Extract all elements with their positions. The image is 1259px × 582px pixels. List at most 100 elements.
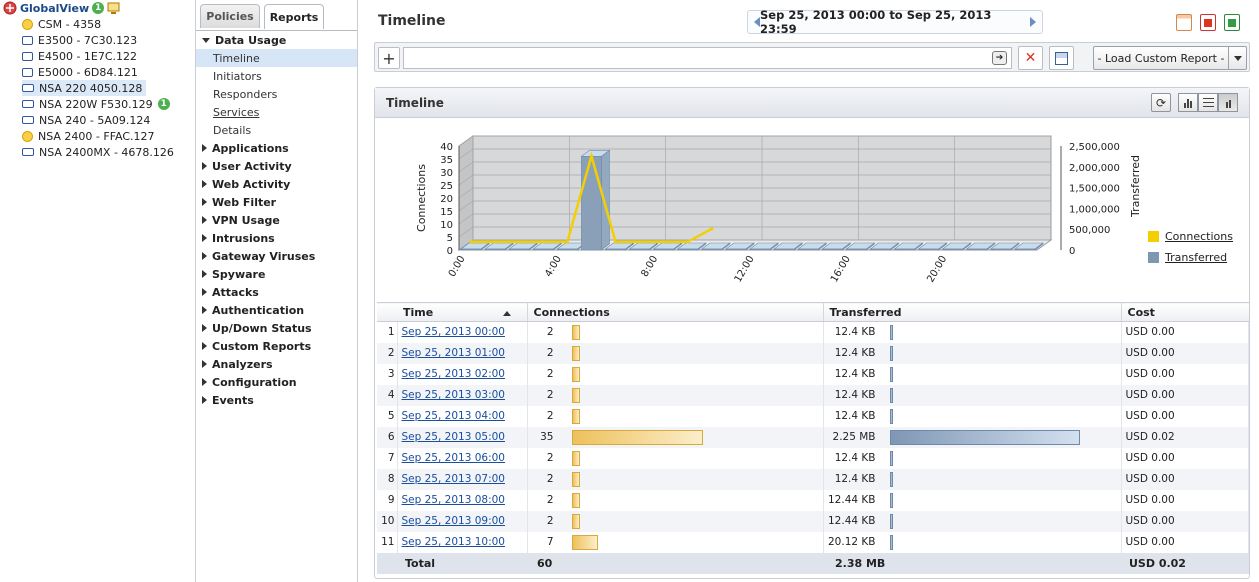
nav-group-configuration[interactable]: Configuration (196, 373, 357, 391)
nav-item-services[interactable]: Services (196, 103, 357, 121)
table-row[interactable]: 6 Sep 25, 2013 05:00 35 2.25 MB USD 0.02 (377, 426, 1249, 448)
nav-group-vpn-usage[interactable]: VPN Usage (196, 211, 357, 229)
refresh-button[interactable]: ⟳ (1151, 93, 1171, 112)
report-settings-icon[interactable] (1176, 14, 1192, 31)
excel-export-icon[interactable] (1224, 14, 1240, 31)
connections-cell: 2 (527, 342, 824, 364)
tree-item-device[interactable]: E3500 - 7C30.123 (22, 32, 141, 48)
nav-item-responders[interactable]: Responders (196, 85, 357, 103)
tree-item-device[interactable]: NSA 2400MX - 4678.126 (22, 144, 178, 160)
time-cell[interactable]: Sep 25, 2013 10:00 (397, 531, 528, 553)
time-link[interactable]: Sep 25, 2013 09:00 (401, 515, 505, 527)
tree-item-device[interactable]: CSM - 4358 (22, 16, 105, 32)
alert-badge-icon[interactable]: 1 (92, 2, 105, 14)
save-report-button[interactable] (1049, 46, 1074, 70)
collapsed-triangle-icon (202, 252, 207, 260)
time-cell[interactable]: Sep 25, 2013 09:00 (397, 510, 528, 532)
table-row[interactable]: 10 Sep 25, 2013 09:00 2 12.44 KB USD 0.00 (377, 510, 1249, 532)
time-cell[interactable]: Sep 25, 2013 06:00 (397, 447, 528, 469)
nav-group-spyware[interactable]: Spyware (196, 265, 357, 283)
load-custom-report-select[interactable]: - Load Custom Report - (1093, 46, 1247, 70)
time-link[interactable]: Sep 25, 2013 05:00 (401, 431, 505, 443)
table-row[interactable]: 2 Sep 25, 2013 01:00 2 12.4 KB USD 0.00 (377, 342, 1249, 364)
filter-input[interactable] (403, 47, 1012, 69)
nav-group-user-activity[interactable]: User Activity (196, 157, 357, 175)
nav-group-applications[interactable]: Applications (196, 139, 357, 157)
time-link[interactable]: Sep 25, 2013 03:00 (401, 389, 505, 401)
date-range-selector[interactable]: Sep 25, 2013 00:00 to Sep 25, 2013 23:59 (747, 8, 1043, 36)
nav-group-data-usage[interactable]: Data Usage (196, 31, 357, 49)
chart-view-icon[interactable] (1178, 93, 1198, 112)
table-row[interactable]: 7 Sep 25, 2013 06:00 2 12.4 KB USD 0.00 (377, 447, 1249, 469)
time-column-header[interactable]: Time (397, 302, 528, 322)
legend-transferred[interactable]: Transferred (1148, 247, 1233, 268)
time-link[interactable]: Sep 25, 2013 07:00 (401, 473, 505, 485)
time-link[interactable]: Sep 25, 2013 01:00 (401, 347, 505, 359)
date-range-text[interactable]: Sep 25, 2013 00:00 to Sep 25, 2013 23:59 (760, 8, 992, 36)
nav-group-authentication[interactable]: Authentication (196, 301, 357, 319)
next-period-icon[interactable] (1030, 17, 1036, 27)
time-cell[interactable]: Sep 25, 2013 03:00 (397, 384, 528, 406)
time-link[interactable]: Sep 25, 2013 02:00 (401, 368, 505, 380)
tree-item-device[interactable]: NSA 220 4050.128 (22, 80, 147, 96)
alert-badge-icon[interactable]: 1 (157, 98, 170, 110)
time-cell[interactable]: Sep 25, 2013 02:00 (397, 363, 528, 385)
table-row[interactable]: 5 Sep 25, 2013 04:00 2 12.4 KB USD 0.00 (377, 405, 1249, 427)
nav-group-analyzers[interactable]: Analyzers (196, 355, 357, 373)
time-cell[interactable]: Sep 25, 2013 07:00 (397, 468, 528, 490)
table-view-icon[interactable] (1198, 93, 1218, 112)
time-link[interactable]: Sep 25, 2013 04:00 (401, 410, 505, 422)
tree-item-device[interactable]: E5000 - 6D84.121 (22, 64, 142, 80)
clear-filter-button[interactable]: ✕ (1018, 46, 1043, 70)
time-link[interactable]: Sep 25, 2013 08:00 (401, 494, 505, 506)
tab-policies[interactable]: Policies (200, 4, 260, 28)
table-row[interactable]: 4 Sep 25, 2013 03:00 2 12.4 KB USD 0.00 (377, 384, 1249, 406)
table-row[interactable]: 9 Sep 25, 2013 08:00 2 12.44 KB USD 0.00 (377, 489, 1249, 511)
tree-item-device[interactable]: NSA 240 - 5A09.124 (22, 112, 154, 128)
pdf-export-icon[interactable] (1200, 14, 1216, 31)
tree-item-label: NSA 2400 - FFAC.127 (38, 129, 155, 143)
nav-item-initiators[interactable]: Initiators (196, 67, 357, 85)
table-row[interactable]: 8 Sep 25, 2013 07:00 2 12.4 KB USD 0.00 (377, 468, 1249, 490)
legend-connections[interactable]: Connections (1148, 226, 1233, 247)
tab-reports[interactable]: Reports (264, 4, 324, 29)
nav-group-gateway-viruses[interactable]: Gateway Viruses (196, 247, 357, 265)
collapsed-triangle-icon (202, 324, 207, 332)
tree-item-device[interactable]: NSA 220W F530.129 1 (22, 96, 174, 112)
time-cell[interactable]: Sep 25, 2013 04:00 (397, 405, 528, 427)
nav-group-attacks[interactable]: Attacks (196, 283, 357, 301)
row-index: 1 (377, 321, 398, 343)
collapsed-triangle-icon (202, 216, 207, 224)
tree-item-device[interactable]: E4500 - 1E7C.122 (22, 48, 141, 64)
time-link[interactable]: Sep 25, 2013 06:00 (401, 452, 505, 464)
nav-group-web-filter[interactable]: Web Filter (196, 193, 357, 211)
apply-filter-icon[interactable]: ➔ (992, 51, 1007, 65)
previous-period-icon[interactable] (754, 17, 760, 27)
nav-group-custom-reports[interactable]: Custom Reports (196, 337, 357, 355)
cost-column-header[interactable]: Cost (1121, 302, 1249, 322)
connections-column-header[interactable]: Connections (527, 302, 824, 322)
chart-table-view-icon[interactable] (1218, 93, 1238, 112)
time-cell[interactable]: Sep 25, 2013 01:00 (397, 342, 528, 364)
nav-group-web-activity[interactable]: Web Activity (196, 175, 357, 193)
time-cell[interactable]: Sep 25, 2013 00:00 (397, 321, 528, 343)
time-link[interactable]: Sep 25, 2013 10:00 (401, 536, 505, 548)
nav-group-intrusions[interactable]: Intrusions (196, 229, 357, 247)
total-label: Total (397, 552, 527, 574)
tree-root-globalview[interactable]: GlobalView 1 (3, 1, 120, 15)
time-cell[interactable]: Sep 25, 2013 05:00 (397, 426, 528, 448)
nav-item-details[interactable]: Details (196, 121, 357, 139)
table-row[interactable]: 1 Sep 25, 2013 00:00 2 12.4 KB USD 0.00 (377, 321, 1249, 343)
tree-item-device[interactable]: NSA 2400 - FFAC.127 (22, 128, 159, 144)
nav-item-timeline[interactable]: Timeline (196, 49, 357, 67)
nav-group-events[interactable]: Events (196, 391, 357, 409)
monitor-icon[interactable] (107, 2, 120, 15)
transferred-bar (508, 248, 530, 251)
table-row[interactable]: 11 Sep 25, 2013 10:00 7 20.12 KB USD 0.00 (377, 531, 1249, 553)
add-filter-button[interactable]: + (378, 47, 400, 69)
time-cell[interactable]: Sep 25, 2013 08:00 (397, 489, 528, 511)
time-link[interactable]: Sep 25, 2013 00:00 (401, 326, 505, 339)
table-row[interactable]: 3 Sep 25, 2013 02:00 2 12.4 KB USD 0.00 (377, 363, 1249, 385)
nav-group-up-down-status[interactable]: Up/Down Status (196, 319, 357, 337)
transferred-column-header[interactable]: Transferred (823, 302, 1122, 322)
